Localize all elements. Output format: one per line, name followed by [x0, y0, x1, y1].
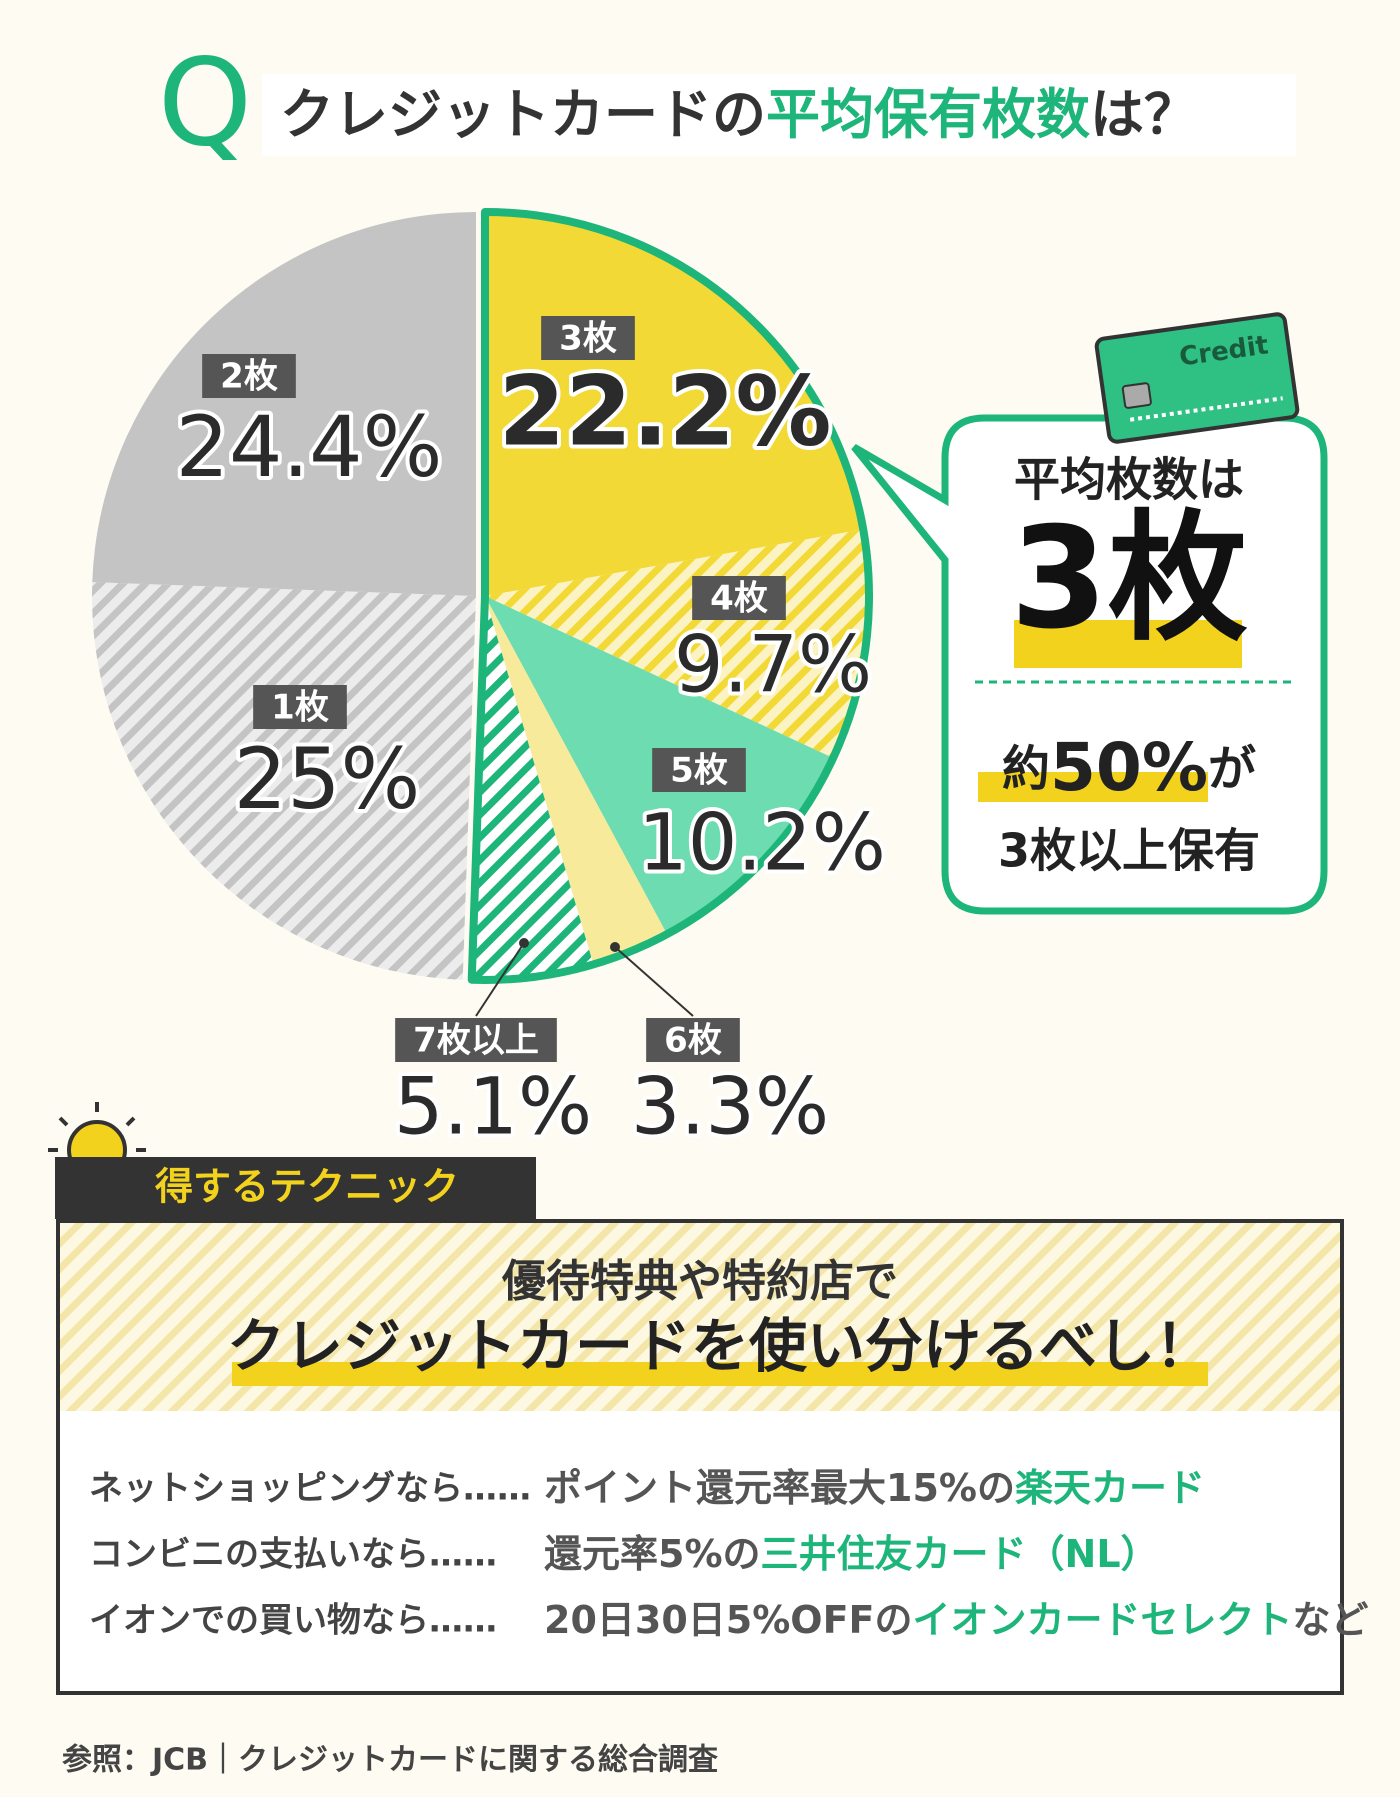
tip-after: など — [1293, 1598, 1369, 1642]
label-tag — [541, 316, 635, 360]
title-part: 平均保有枚数 — [766, 83, 1090, 146]
highlight — [1014, 620, 1242, 668]
card-number — [1129, 396, 1283, 422]
tip-lead: イオンでの買い物なら…… — [89, 1601, 497, 1641]
title-part: は？ — [1090, 83, 1198, 146]
callout-line1: 平均枚数は — [1014, 453, 1244, 507]
value-label: 5.1% — [394, 1062, 592, 1152]
tip-card: 三井住友カード（NL） — [761, 1532, 1159, 1576]
pie-slice — [471, 596, 594, 980]
title: クレジットカードの平均保有枚数は？ — [280, 83, 1198, 146]
tip-card: イオンカードセレクト — [913, 1598, 1293, 1642]
value-label: 25% — [234, 730, 421, 828]
category-label: 3枚 — [559, 319, 617, 359]
highlight-outline — [467, 208, 874, 984]
card-body — [1094, 312, 1300, 444]
category-label: 2枚 — [220, 357, 278, 397]
label-tag — [395, 1018, 557, 1062]
tips-heading2: クレジットカードを使い分けるべし！ — [227, 1312, 1213, 1380]
callout-line2: 約50%が — [1002, 729, 1256, 806]
tip-detail: 20日30日5%OFFのイオンカードセレクトなど — [544, 1598, 1369, 1642]
callout-pre: 約 — [1002, 741, 1050, 797]
category-label: 7枚以上 — [413, 1021, 539, 1061]
category-label: 4枚 — [710, 579, 768, 619]
tip-detail: 還元率5%の三井住友カード（NL） — [544, 1532, 1159, 1576]
value-label: 3.3% — [631, 1062, 829, 1152]
leader-line — [614, 946, 694, 1017]
leader-dot — [610, 942, 620, 952]
tip-before: ポイント還元率最大15%の — [544, 1466, 1015, 1510]
category-label: 1枚 — [271, 688, 329, 728]
tip-detail: ポイント還元率最大15%の楽天カード — [544, 1466, 1205, 1510]
source: 参照：JCB｜クレジットカードに関する総合調査 — [62, 1743, 718, 1778]
category-label: 6枚 — [664, 1021, 722, 1061]
tip-lead: ネットショッピングなら…… — [89, 1469, 531, 1509]
callout-big: 3枚 — [1010, 498, 1247, 661]
callout-post: が — [1208, 741, 1256, 797]
title-part: クレジットカードの — [280, 83, 766, 146]
tip-before: 20日30日5%OFFの — [544, 1598, 913, 1642]
tip-before: 還元率5%の — [544, 1532, 761, 1576]
highlight — [232, 1362, 1208, 1386]
category-label: 5枚 — [670, 751, 728, 791]
credit-card: Credit — [1094, 312, 1300, 444]
leader-dot — [519, 938, 529, 948]
tip-list: ネットショッピングなら…… ポイント還元率最大15%の楽天カードコンビニの支払いな… — [89, 1466, 1369, 1642]
title-box — [262, 74, 1296, 156]
value-label: 10.2% — [638, 798, 886, 888]
label-tag — [202, 354, 296, 398]
callout-line3: 3枚以上保有 — [998, 824, 1260, 878]
pie-slice — [485, 596, 667, 965]
value-label: 24.4% — [176, 398, 443, 496]
label-tag — [692, 576, 786, 620]
pie-slice — [91, 582, 476, 980]
q-mark: Q — [158, 35, 252, 174]
card-chip — [1121, 382, 1152, 409]
label-tag — [652, 748, 746, 792]
label-tag — [253, 685, 347, 729]
tips-heading1: 優待特典や特約店で — [501, 1256, 898, 1307]
value-label: 22.2% — [498, 355, 831, 467]
tip-lead: コンビニの支払いなら…… — [89, 1535, 497, 1575]
badge-label: 得するテクニック — [155, 1165, 459, 1209]
highlight — [978, 772, 1208, 802]
leader-line — [475, 942, 525, 1017]
tip-card: 楽天カード — [1015, 1466, 1205, 1510]
badge — [55, 1157, 536, 1219]
pie-slice — [92, 212, 476, 596]
value-label: 9.7% — [674, 620, 872, 710]
callout-num: 50% — [1050, 729, 1208, 806]
pie-slice — [485, 212, 864, 596]
label-tag — [646, 1018, 740, 1062]
